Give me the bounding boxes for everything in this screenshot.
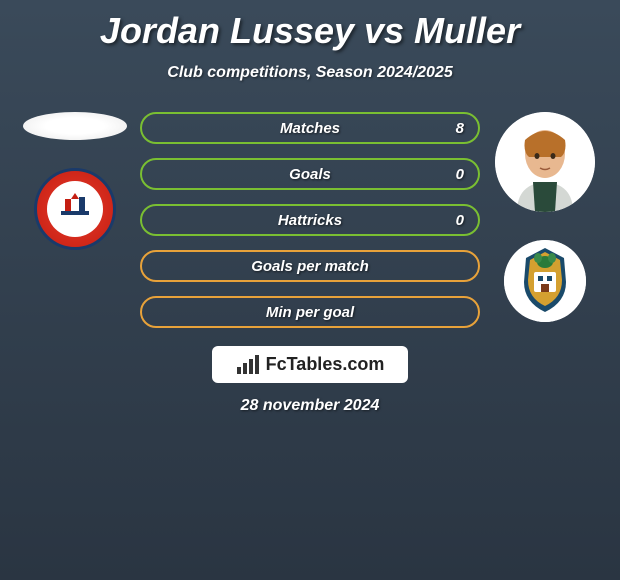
stat-bar-min-per-goal: Min per goal <box>140 296 480 328</box>
club-left-badge <box>34 168 116 250</box>
stat-bar-matches: Matches 8 <box>140 112 480 144</box>
stat-label: Goals <box>289 166 331 183</box>
stat-bar-goals: Goals 0 <box>140 158 480 190</box>
player-left-photo <box>23 112 127 140</box>
club-right-badge <box>504 240 586 322</box>
stat-value-right: 8 <box>456 120 464 137</box>
stat-bar-hattricks: Hattricks 0 <box>140 204 480 236</box>
stat-label: Goals per match <box>251 258 369 275</box>
chart-icon <box>236 355 260 375</box>
logo-text: FcTables.com <box>266 354 385 375</box>
right-column <box>490 112 600 322</box>
fctables-logo: FcTables.com <box>212 346 409 383</box>
player-right-photo <box>495 112 595 212</box>
stat-label: Hattricks <box>278 212 342 229</box>
subtitle: Club competitions, Season 2024/2025 <box>167 64 452 82</box>
stat-value-right: 0 <box>456 166 464 183</box>
left-column <box>20 112 130 250</box>
stat-value-right: 0 <box>456 212 464 229</box>
main-row: Matches 8 Goals 0 Hattricks 0 Goals per match M… <box>0 112 620 328</box>
stat-bar-goals-per-match: Goals per match <box>140 250 480 282</box>
stat-label: Min per goal <box>266 304 354 321</box>
stats-column: Matches 8 Goals 0 Hattricks 0 Goals per match M… <box>140 112 480 328</box>
comparison-title: Jordan Lussey vs Muller <box>100 10 520 52</box>
stat-label: Matches <box>280 120 340 137</box>
club-left-icon <box>55 189 95 229</box>
date-text: 28 november 2024 <box>241 397 380 415</box>
